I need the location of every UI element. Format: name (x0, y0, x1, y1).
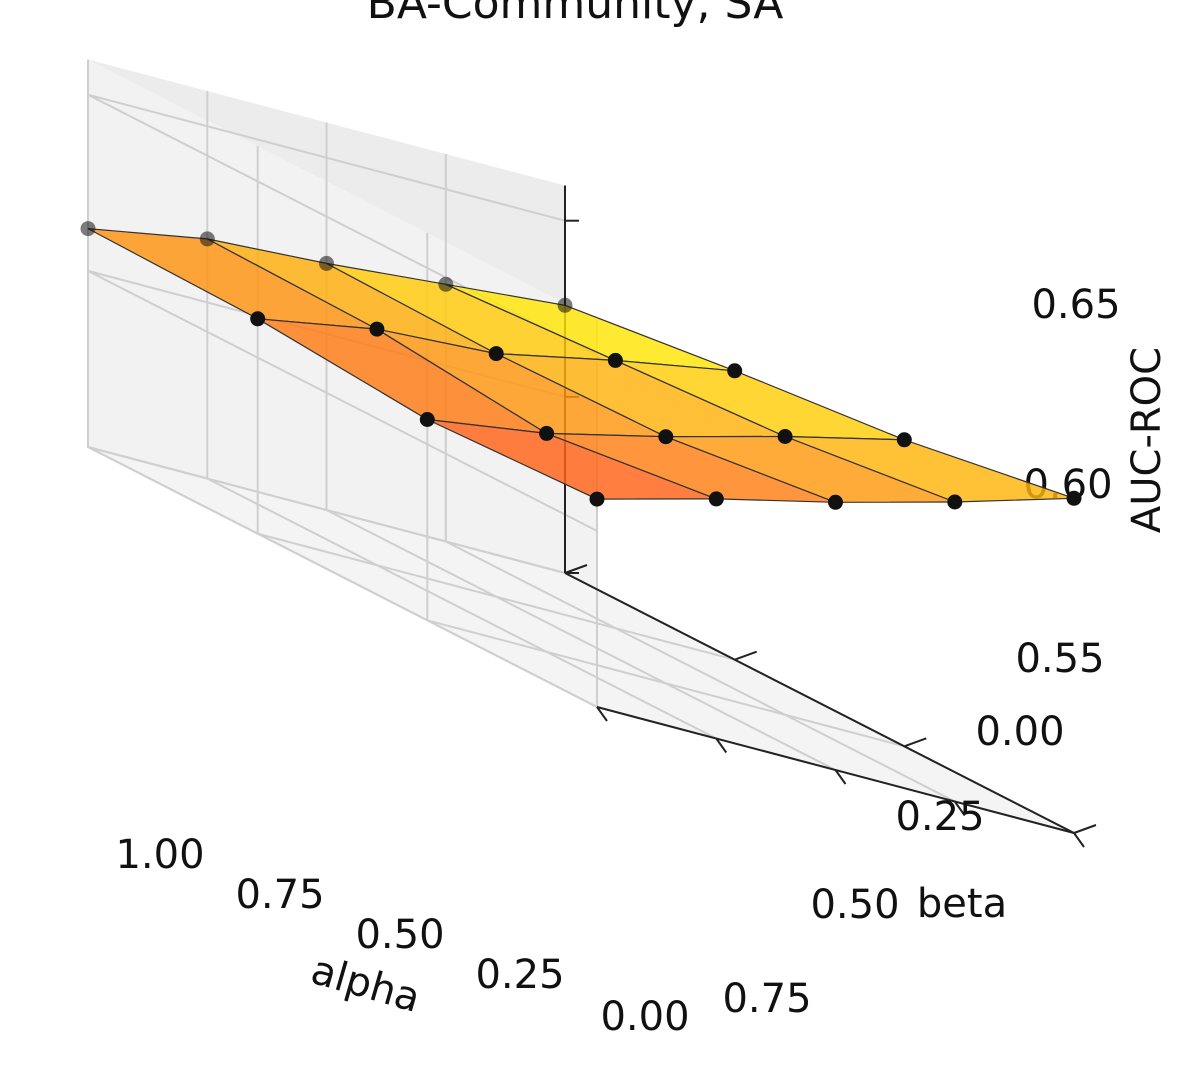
alpha-tick-mark (1073, 832, 1085, 848)
data-point (708, 491, 724, 507)
beta-axis-ticks: 0.00 0.25 0.50 0.75 (722, 709, 1064, 1022)
data-point (80, 221, 96, 237)
data-point (438, 276, 454, 292)
chart-title: BA-Community, SA (367, 0, 784, 29)
data-point (896, 432, 912, 448)
alpha-tick-mark (953, 800, 966, 817)
auc-tick-label: 0.55 (1015, 636, 1104, 682)
data-point (828, 494, 843, 510)
data-point (319, 255, 334, 271)
beta-axis-label: beta (917, 881, 1007, 927)
auc-surface (87, 228, 1075, 503)
grid-line (87, 446, 598, 708)
beta-tick-mark (564, 564, 588, 574)
alpha-axis-ticks: 1.00 0.75 0.50 0.25 0.00 (115, 832, 689, 1040)
alpha-tick-label: 0.75 (235, 872, 324, 918)
beta-tick-label: 0.00 (975, 709, 1064, 755)
beta-tick-label: 0.50 (810, 882, 899, 928)
data-point (539, 425, 555, 441)
alpha-tick-mark (596, 706, 608, 722)
data-point (727, 363, 743, 379)
data-point (488, 346, 504, 362)
alpha-tick-label: 0.25 (475, 952, 564, 998)
alpha-tick-mark (715, 737, 728, 754)
data-point (777, 429, 793, 444)
data-point (607, 352, 623, 368)
data-point (947, 494, 963, 510)
data-point (557, 297, 573, 313)
data-point (369, 321, 385, 337)
auc-axis-label: AUC-ROC (1124, 347, 1170, 533)
auc-axis-ticks: 0.55 0.60 0.65 (1015, 282, 1120, 682)
beta-tick-mark (734, 650, 758, 661)
data-point (199, 231, 215, 247)
beta-axis-line (564, 572, 1075, 834)
data-points (80, 221, 1082, 510)
data-point (589, 491, 605, 507)
alpha-tick-label: 0.50 (355, 912, 444, 958)
beta-tick-label: 0.25 (895, 794, 984, 840)
grid-line (87, 93, 598, 356)
alpha-tick-mark (834, 769, 847, 785)
alpha-tick-label: 1.00 (115, 832, 204, 878)
auc-tick-label: 0.65 (1031, 282, 1120, 328)
side-pane (88, 59, 597, 707)
alpha-axis-label: alpha (306, 947, 425, 1022)
beta-tick-mark (903, 737, 927, 748)
data-point (658, 429, 674, 445)
beta-tick-mark (1073, 824, 1097, 834)
alpha-tick-label: 0.00 (600, 994, 689, 1040)
data-point (419, 412, 435, 427)
data-point (1066, 490, 1082, 506)
data-point (250, 311, 266, 327)
beta-tick-label: 0.75 (722, 976, 811, 1022)
